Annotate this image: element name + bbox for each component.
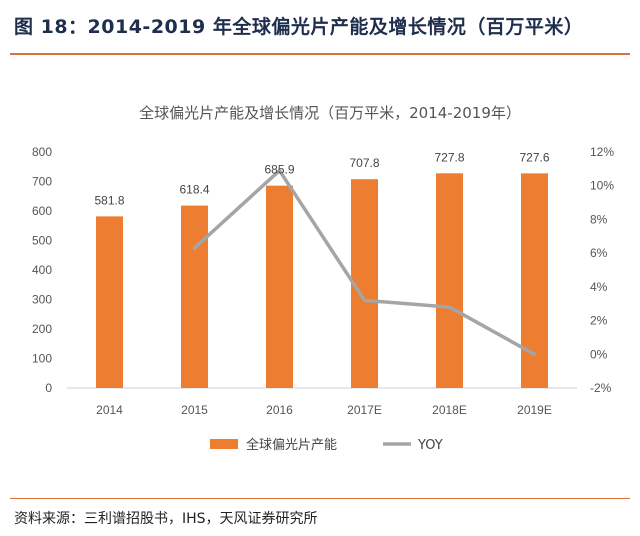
- top-divider: [10, 53, 630, 55]
- yoy-line-layer: [192, 168, 537, 357]
- capacity-bar: [266, 185, 293, 388]
- axes: 0 100 200 300 400 500 600 700 800 -2% 0% 2% 4% 6% 8% 10…: [32, 145, 614, 417]
- y-left-tick-label: 100: [32, 352, 52, 366]
- y-right-tick-label: 0%: [590, 347, 608, 361]
- data-labels: 581.8 618.4 685.9 707.8 727.8 727.6: [94, 150, 549, 207]
- capacity-bar: [521, 173, 548, 388]
- figure-title: 图 18：2014-2019 年全球偏光片产能及增长情况（百万平米）: [14, 16, 584, 38]
- legend-label-yoy: YOY: [417, 438, 443, 453]
- bar-value-label: 618.4: [179, 183, 209, 197]
- y-right-tick-label: 12%: [590, 145, 614, 159]
- x-tick-label: 2017E: [347, 403, 382, 417]
- y-right-tick-label: 10%: [590, 179, 614, 193]
- y-right-tick-label: -2%: [590, 381, 612, 395]
- legend-label-capacity: 全球偏光片产能: [246, 437, 337, 453]
- x-tick-label: 2014: [96, 403, 123, 417]
- y-left-tick-label: 700: [32, 175, 52, 189]
- y-left-tick-label: 500: [32, 234, 52, 248]
- bars: [96, 173, 548, 388]
- y-left-tick-label: 800: [32, 145, 52, 159]
- bar-value-label: 685.9: [264, 163, 294, 177]
- y-left-tick-label: 300: [32, 293, 52, 307]
- legend-swatch-capacity: [210, 439, 238, 449]
- y-right-tick-label: 2%: [590, 314, 608, 328]
- source-note: 资料来源：三利谱招股书，IHS，天风证券研究所: [14, 511, 318, 527]
- y-right-tick-label: 4%: [590, 280, 608, 294]
- x-tick-label: 2018E: [432, 403, 467, 417]
- chart-title: 全球偏光片产能及增长情况（百万平米，2014-2019年）: [139, 104, 521, 122]
- y-right-tick-label: 8%: [590, 212, 608, 226]
- legend: 全球偏光片产能 YOY: [210, 437, 443, 453]
- capacity-bar: [181, 205, 208, 388]
- bar-value-label: 727.8: [434, 150, 464, 164]
- x-tick-label: 2015: [181, 403, 208, 417]
- bar-value-label: 727.6: [519, 150, 549, 164]
- y-right-tick-label: 6%: [590, 246, 608, 260]
- y-left-tick-label: 0: [45, 381, 52, 395]
- bar-value-label: 707.8: [349, 156, 379, 170]
- bottom-divider: [10, 498, 630, 499]
- bar-value-label: 581.8: [94, 193, 124, 207]
- y-left-tick-label: 200: [32, 322, 52, 336]
- capacity-chart: 全球偏光片产能及增长情况（百万平米，2014-2019年） 0 100 200 300…: [32, 104, 614, 453]
- capacity-bar: [436, 173, 463, 388]
- x-tick-label: 2016: [266, 403, 293, 417]
- capacity-bar: [96, 216, 123, 388]
- y-left-tick-label: 400: [32, 263, 52, 277]
- x-tick-label: 2019E: [517, 403, 552, 417]
- y-left-tick-label: 600: [32, 204, 52, 218]
